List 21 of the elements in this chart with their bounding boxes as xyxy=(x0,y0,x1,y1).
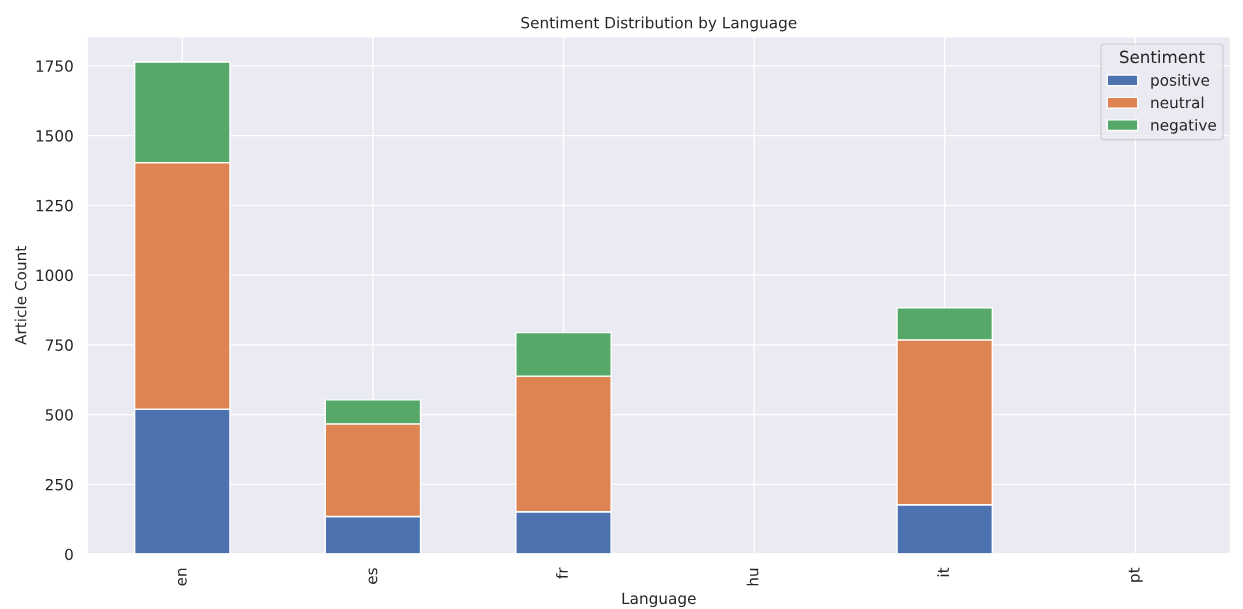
chart-title: Sentiment Distribution by Language xyxy=(521,16,797,32)
y-tick-label: 500 xyxy=(45,409,73,421)
y-tick-label: 1000 xyxy=(36,269,73,282)
y-tick-label: 1750 xyxy=(36,60,73,72)
x-tick-label: es xyxy=(368,568,378,584)
x-tick-label: pt xyxy=(1128,567,1143,582)
legend-label: neutral xyxy=(1151,96,1204,109)
y-tick-label: 750 xyxy=(45,339,73,351)
x-tick-label: it xyxy=(937,567,949,577)
legend-title: Sentiment xyxy=(1120,50,1205,64)
x-tick-label: fr xyxy=(556,567,568,579)
legend-label: negative xyxy=(1151,118,1216,134)
x-tick-label: hu xyxy=(746,568,759,586)
y-tick-label: 250 xyxy=(45,478,73,491)
y-tick-label: 0 xyxy=(65,548,73,561)
y-tick-label: 1250 xyxy=(36,199,73,212)
x-axis-title: Language xyxy=(622,592,696,608)
x-tick-label: en xyxy=(177,568,187,586)
y-axis-title: Article Count xyxy=(14,246,27,345)
legend-label: positive xyxy=(1151,74,1210,89)
y-tick-label: 1500 xyxy=(36,130,73,142)
